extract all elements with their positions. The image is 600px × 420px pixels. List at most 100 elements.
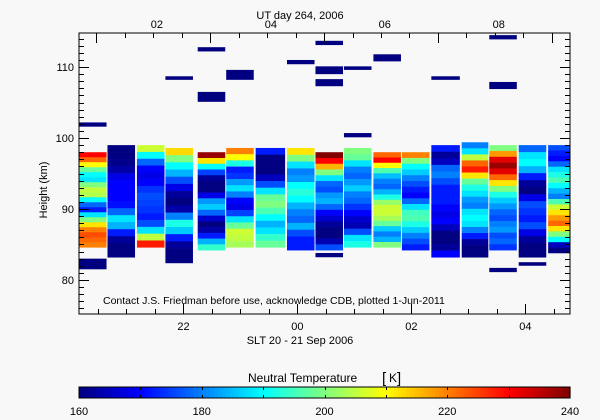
temperature-cell	[401, 227, 430, 234]
temperature-cell	[315, 238, 344, 245]
temperature-cell	[461, 239, 489, 246]
temperature-cell	[286, 175, 315, 183]
temperature-cell	[431, 197, 460, 205]
colorbar-swatch	[271, 387, 276, 398]
temperature-cell	[431, 230, 460, 238]
temperature-cell	[373, 162, 401, 169]
temperature-cell	[431, 164, 460, 172]
temperature-cell	[431, 244, 460, 251]
colorbar-swatch	[283, 387, 289, 398]
temperature-cell	[165, 205, 193, 213]
temperature-cell	[373, 194, 401, 201]
temperature-cell	[197, 238, 226, 245]
colorbar-swatch	[557, 387, 563, 398]
colorbar-swatch	[402, 387, 407, 398]
colorbar-swatch	[328, 387, 334, 398]
colorbar-swatch	[508, 387, 514, 398]
temperature-cell	[489, 185, 517, 193]
top-tick-label: 04	[265, 19, 277, 31]
isolated-temperature-cell	[489, 35, 517, 40]
temperature-cell	[548, 188, 570, 194]
temperature-cell	[518, 250, 547, 258]
isolated-temperature-cell	[489, 267, 517, 273]
temperature-cell	[255, 194, 286, 202]
temperature-cell	[79, 212, 107, 218]
temperature-cell	[197, 227, 226, 234]
temperature-cell	[548, 215, 570, 221]
temperature-cell	[343, 216, 372, 223]
colorbar-swatch	[91, 387, 96, 398]
colorbar-tick-labels: 160 180 200 220 240	[70, 406, 579, 418]
temperature-cell	[255, 227, 286, 235]
temperature-cell	[107, 243, 136, 251]
temperature-cell	[461, 160, 489, 167]
x-tick-label: 02	[405, 321, 417, 333]
temperature-cell	[373, 157, 401, 164]
temperature-cell	[136, 158, 165, 166]
temperature-cell	[107, 208, 136, 216]
isolated-temperature-cell	[197, 47, 226, 52]
colorbar-swatch	[353, 387, 358, 398]
colorbar-swatch	[250, 387, 256, 398]
temperature-cell	[461, 184, 489, 191]
temperature-cell	[373, 226, 401, 232]
temperature-cell	[255, 174, 286, 182]
y-tick-label: 100	[56, 133, 74, 145]
temperature-cell	[79, 167, 107, 173]
colorbar-swatch	[549, 387, 555, 398]
temperature-cell	[136, 199, 165, 207]
temperature-cell	[315, 221, 344, 228]
temperature-cell	[518, 187, 547, 195]
temperature-cell	[343, 172, 372, 180]
temperature-cell	[226, 210, 254, 217]
isolated-temperature-cell	[165, 76, 193, 80]
temperature-cell	[165, 191, 193, 199]
temperature-cell	[165, 248, 193, 257]
colorbar-swatch	[451, 387, 457, 398]
temperature-cell	[431, 237, 460, 245]
colorbar-swatch	[169, 387, 174, 398]
colorbar-swatch	[496, 387, 502, 398]
temperature-cell	[518, 215, 547, 223]
temperature-cell	[461, 142, 489, 149]
temperature-cell	[548, 145, 570, 151]
colorbar-bracket-close: ]	[397, 370, 401, 387]
colorbar-swatch	[324, 387, 330, 398]
temperature-cell	[79, 217, 107, 223]
colorbar-swatch	[230, 387, 236, 398]
colorbar-swatch	[463, 387, 469, 398]
colorbar-swatch	[369, 387, 375, 398]
colorbar-swatch	[238, 387, 244, 398]
temperature-cell	[489, 220, 517, 228]
temperature-cell	[255, 167, 286, 175]
temperature-cell	[461, 220, 489, 228]
profile-column	[79, 152, 107, 248]
temperature-cell	[548, 247, 570, 254]
temperature-cell	[197, 175, 226, 182]
temperature-cell	[136, 220, 165, 228]
colorbar-swatch	[479, 387, 485, 398]
top-axis-labels: 02 04 06 08	[151, 19, 505, 31]
temperature-cell	[255, 147, 286, 155]
temperature-cell	[548, 150, 570, 157]
temperature-cell	[165, 147, 193, 156]
temperature-cell	[165, 169, 193, 177]
temperature-cell	[286, 202, 315, 210]
colorbar-swatch	[447, 387, 452, 398]
temperature-cell	[343, 197, 372, 205]
isolated-temperature-cell	[315, 66, 344, 75]
colorbar-tick-label: 160	[70, 406, 88, 418]
temperature-cell	[107, 159, 136, 167]
colorbar-swatch	[475, 387, 481, 398]
temperature-cell	[107, 145, 136, 153]
temperature-cell	[461, 166, 489, 173]
colorbar-swatch	[254, 387, 260, 398]
colorbar-swatch	[308, 387, 313, 398]
temperature-cell	[79, 237, 107, 243]
temperature-cell	[226, 216, 254, 223]
temperature-cell	[255, 161, 286, 169]
colorbar-swatch	[107, 387, 113, 398]
colorbar-swatch	[316, 387, 322, 398]
temperature-cell	[343, 166, 372, 174]
